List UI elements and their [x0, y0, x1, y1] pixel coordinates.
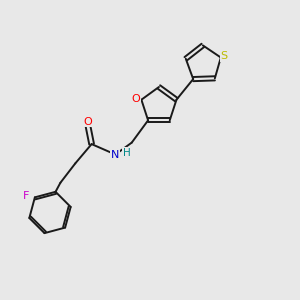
- Text: N: N: [111, 149, 119, 160]
- Text: S: S: [220, 51, 227, 61]
- Text: O: O: [132, 94, 140, 104]
- Text: H: H: [123, 148, 130, 158]
- Text: F: F: [23, 191, 30, 201]
- Text: O: O: [84, 117, 92, 127]
